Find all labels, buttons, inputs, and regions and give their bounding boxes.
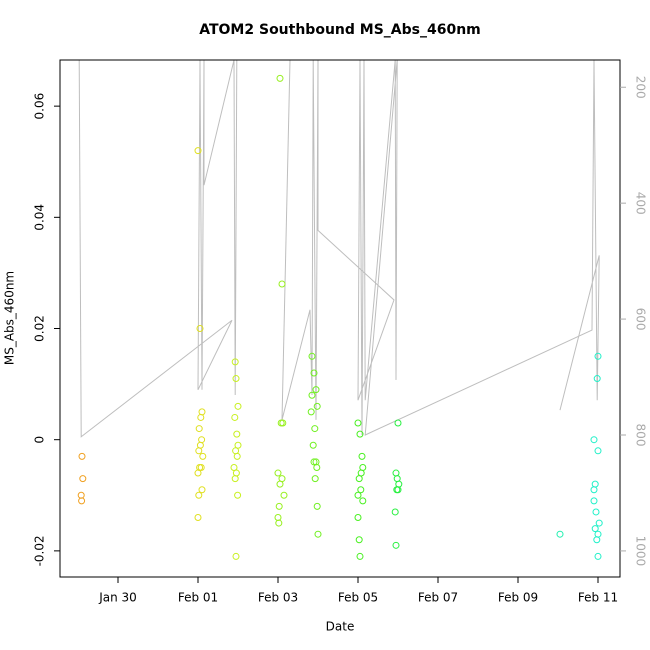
point — [313, 463, 321, 471]
point — [195, 447, 203, 455]
y2-tick-label: 600 — [634, 308, 648, 331]
point — [391, 508, 399, 516]
point — [392, 541, 400, 549]
point — [196, 325, 204, 333]
point — [309, 441, 317, 449]
point — [78, 497, 86, 505]
point — [311, 475, 319, 483]
point — [280, 491, 288, 499]
point — [78, 452, 86, 460]
x-tick-label: Feb 01 — [178, 591, 218, 605]
y-axis-label: MS_Abs_460nm — [3, 271, 17, 365]
y2-axis: 200 400 600 800 1000 — [620, 76, 648, 566]
point — [194, 514, 202, 522]
point — [312, 386, 320, 394]
point — [593, 536, 601, 544]
depth-line — [78, 60, 600, 438]
point — [313, 502, 321, 510]
plot-area — [77, 60, 603, 560]
point — [275, 519, 283, 527]
point — [593, 375, 601, 383]
point — [308, 352, 316, 360]
point — [355, 536, 363, 544]
point — [590, 486, 598, 494]
point — [313, 402, 321, 410]
x-tick-label: Feb 11 — [578, 591, 618, 605]
point — [276, 74, 284, 82]
point — [310, 369, 318, 377]
point — [356, 430, 364, 438]
point — [594, 552, 602, 560]
point — [274, 469, 282, 477]
point — [314, 530, 322, 538]
y2-tick-label: 200 — [634, 76, 648, 99]
point — [354, 514, 362, 522]
x-tick-label: Feb 05 — [338, 591, 378, 605]
y-tick-label: 0.04 — [33, 204, 47, 231]
point — [232, 552, 240, 560]
point — [275, 502, 283, 510]
point — [197, 413, 205, 421]
point — [194, 469, 202, 477]
y2-tick-label: 1000 — [634, 536, 648, 567]
point — [357, 486, 365, 494]
point — [590, 436, 598, 444]
x-tick-label: Jan 30 — [98, 591, 137, 605]
point — [233, 452, 241, 460]
point — [592, 508, 600, 516]
y-tick-label: -0.02 — [33, 535, 47, 566]
point — [279, 419, 287, 427]
point — [394, 419, 402, 427]
point — [231, 358, 239, 366]
point — [232, 375, 240, 383]
point — [234, 491, 242, 499]
point — [394, 486, 402, 494]
point — [356, 552, 364, 560]
point — [591, 525, 599, 533]
point — [310, 458, 318, 466]
point — [278, 280, 286, 288]
point — [233, 430, 241, 438]
point — [79, 475, 87, 483]
point — [195, 425, 203, 433]
point — [594, 447, 602, 455]
x-tick-label: Feb 07 — [418, 591, 458, 605]
point — [355, 475, 363, 483]
point — [197, 463, 205, 471]
y-tick-label: 0 — [33, 436, 47, 444]
point — [231, 475, 239, 483]
chart-title: ATOM2 Southbound MS_Abs_460nm — [199, 22, 481, 38]
y-tick-label: 0.02 — [33, 315, 47, 342]
point — [230, 463, 238, 471]
point — [195, 491, 203, 499]
point — [276, 480, 284, 488]
point — [354, 419, 362, 427]
point — [594, 352, 602, 360]
point — [231, 413, 239, 421]
y2-tick-label: 400 — [634, 192, 648, 215]
x-tick-label: Feb 09 — [498, 591, 538, 605]
point — [358, 452, 366, 460]
x-tick-label: Feb 03 — [258, 591, 298, 605]
point — [199, 452, 207, 460]
point — [556, 530, 564, 538]
x-axis-label: Date — [326, 620, 355, 634]
y2-tick-label: 800 — [634, 424, 648, 447]
point — [354, 491, 362, 499]
point — [595, 519, 603, 527]
y-tick-label: 0.06 — [33, 93, 47, 120]
point — [590, 497, 598, 505]
point — [234, 441, 242, 449]
point — [311, 425, 319, 433]
point — [234, 402, 242, 410]
point — [194, 147, 202, 155]
point — [308, 391, 316, 399]
point — [359, 497, 367, 505]
plot-frame — [59, 59, 621, 578]
point — [307, 408, 315, 416]
point — [198, 486, 206, 494]
